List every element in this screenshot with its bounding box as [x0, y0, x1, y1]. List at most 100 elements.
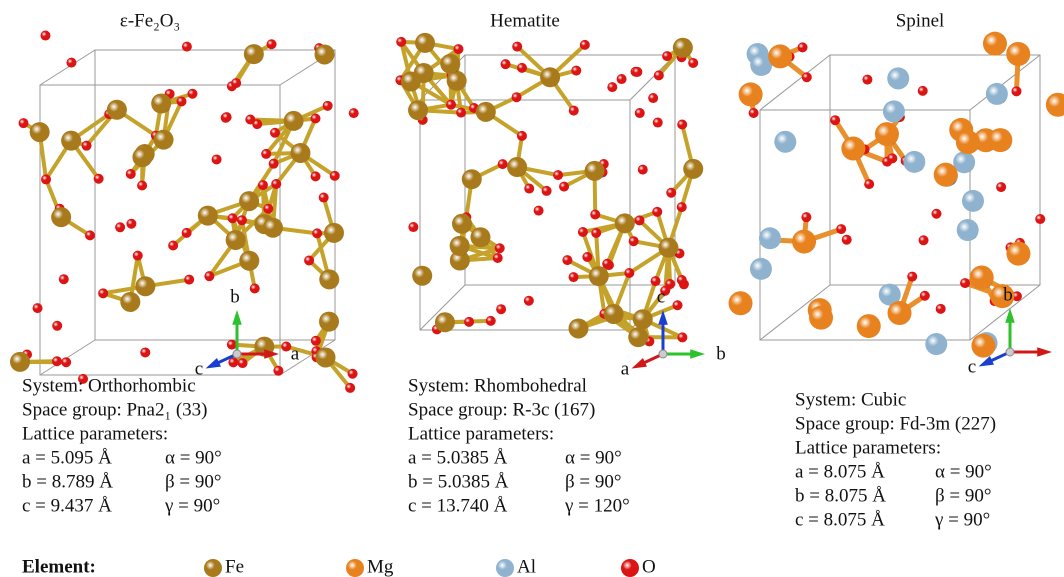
atom	[324, 223, 344, 243]
atom	[151, 93, 171, 113]
atom	[658, 238, 678, 258]
atom	[281, 342, 291, 352]
atom	[540, 67, 560, 87]
atom	[263, 204, 273, 214]
atom	[633, 309, 653, 329]
lattice-angle: γ = 90°	[934, 509, 990, 530]
lattice-length: a = 8.075 Å	[795, 461, 885, 482]
atom	[61, 357, 71, 367]
atom	[462, 169, 482, 189]
atom	[653, 118, 663, 128]
lattice-length: c = 9.437 Å	[22, 495, 112, 516]
atom	[798, 42, 808, 52]
atom	[688, 58, 698, 68]
lattice-angle: γ = 90°	[164, 495, 220, 516]
atom	[517, 131, 527, 141]
atom	[677, 332, 687, 342]
atom	[1035, 214, 1045, 224]
legend-label: Fe	[225, 556, 244, 577]
atom	[615, 213, 635, 233]
atom	[887, 67, 909, 89]
atom	[677, 119, 687, 129]
lattice-angle: α = 90°	[165, 447, 222, 468]
atom	[841, 137, 865, 161]
atom	[33, 303, 43, 313]
atom	[408, 222, 418, 232]
atom	[440, 54, 460, 74]
atom	[638, 165, 648, 175]
atom	[315, 44, 335, 64]
atom	[414, 63, 434, 83]
lattice-heading: Lattice parameters:	[22, 423, 168, 444]
atom	[311, 336, 321, 346]
atom	[273, 366, 283, 376]
atom	[330, 171, 340, 181]
atom	[52, 321, 62, 331]
atom	[590, 210, 600, 220]
atom	[348, 369, 358, 379]
atom	[662, 51, 672, 61]
atom	[237, 215, 247, 225]
atom	[629, 236, 639, 246]
atom	[986, 83, 1008, 105]
atom	[30, 122, 50, 142]
atom	[683, 159, 703, 179]
atom	[931, 209, 941, 219]
atom	[962, 190, 984, 212]
atom	[903, 151, 925, 173]
atom	[507, 157, 527, 177]
atom	[226, 230, 246, 250]
panel-title: Spinel	[896, 10, 945, 31]
atom	[311, 171, 321, 181]
atom	[604, 304, 624, 324]
space-group: Space group: Pna2₁ (33)	[22, 399, 208, 420]
atom	[1006, 242, 1030, 266]
atom	[635, 108, 645, 118]
atom	[830, 115, 840, 125]
atom	[182, 42, 192, 52]
atom	[628, 327, 648, 347]
panel-title: ε-Fe₂O₃	[120, 10, 180, 31]
atom	[739, 82, 763, 106]
lattice-length: a = 5.0385 Å	[408, 447, 508, 468]
atom	[227, 340, 237, 350]
atom	[836, 224, 846, 234]
atom	[126, 219, 136, 229]
atom	[585, 161, 605, 181]
atom	[677, 275, 687, 285]
atom	[456, 108, 466, 118]
system: System: Orthorhombic	[22, 375, 196, 396]
atom	[452, 214, 472, 234]
atom	[453, 44, 463, 54]
system: System: Rhombohedral	[408, 375, 587, 396]
atom	[495, 243, 505, 253]
legend-swatch	[346, 559, 364, 577]
atom	[98, 288, 108, 298]
atom	[842, 235, 852, 245]
atom	[270, 128, 280, 138]
atom	[435, 312, 455, 332]
lattice-angle: β = 90°	[165, 471, 221, 492]
atom	[450, 236, 470, 256]
atom	[486, 316, 496, 326]
atom	[569, 106, 579, 116]
atom	[250, 283, 260, 293]
atom	[568, 318, 588, 338]
atom	[212, 154, 222, 164]
legend-swatch	[204, 559, 222, 577]
atom	[239, 191, 259, 211]
atom	[919, 235, 929, 245]
atom	[729, 291, 753, 315]
atom	[290, 143, 310, 163]
atom	[970, 265, 994, 289]
lattice-length: c = 13.740 Å	[408, 495, 508, 516]
atom	[168, 240, 178, 250]
atom	[349, 108, 359, 118]
atom	[517, 63, 527, 73]
atom	[875, 122, 899, 146]
atom	[501, 59, 511, 69]
atom	[184, 275, 194, 285]
atom	[580, 40, 590, 50]
figure: ε-Fe₂O₃bacSystem: OrthorhombicSpace grou…	[0, 0, 1064, 577]
lattice-angle: γ = 120°	[564, 495, 630, 516]
